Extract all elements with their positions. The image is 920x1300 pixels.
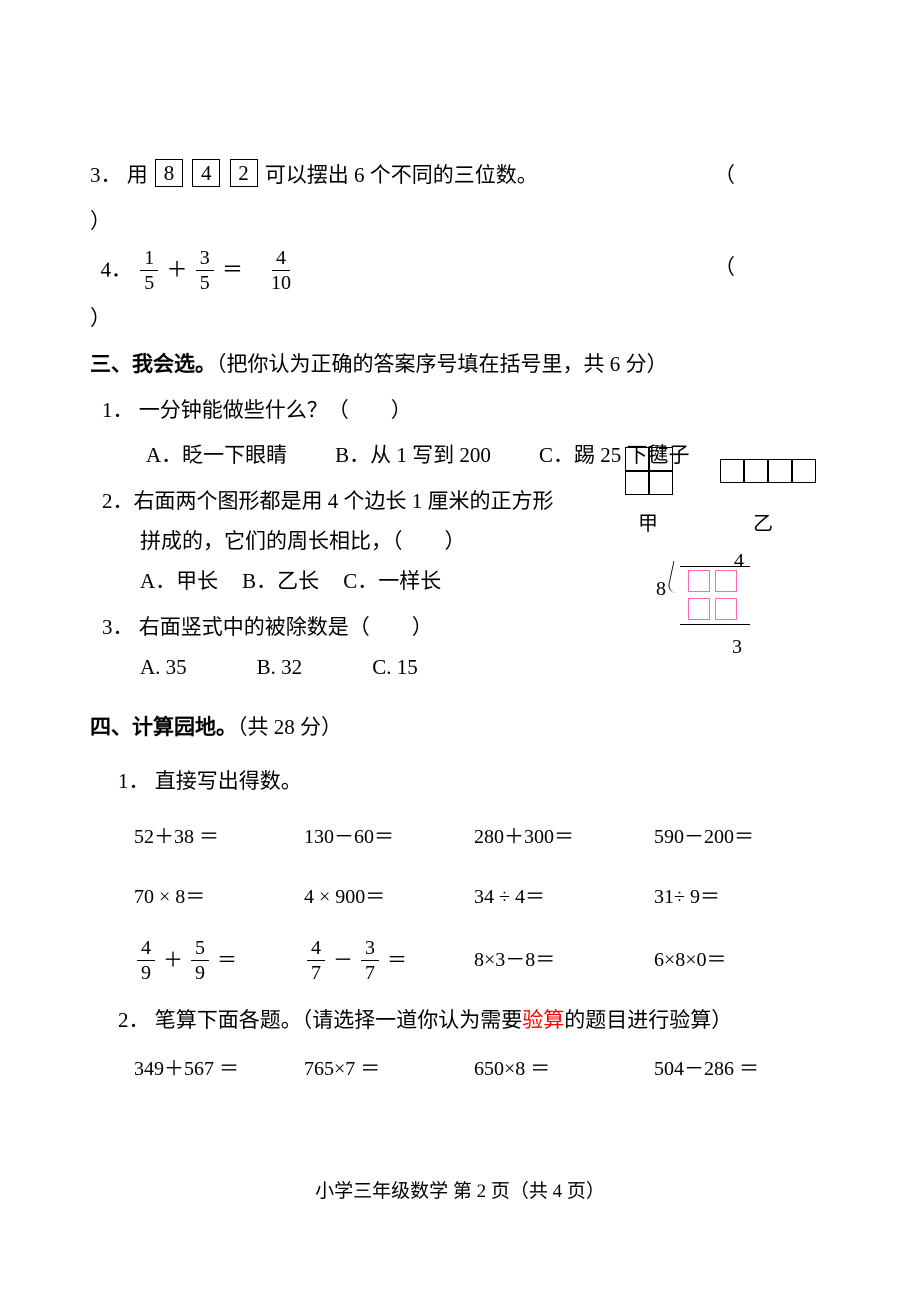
s4-sub2-pre: 笔算下面各题。（请选择一道你认为需要 bbox=[155, 1008, 523, 1032]
s3-q2-optC: C．一样长 bbox=[343, 562, 441, 602]
q4-close-line: ） bbox=[90, 299, 830, 339]
s4-sub1-text: 直接写出得数。 bbox=[155, 769, 302, 793]
cell bbox=[720, 459, 744, 483]
calc-item: 765×7 ＝ bbox=[304, 1050, 474, 1088]
pink-box bbox=[715, 598, 737, 620]
s4-sub1-num: 1． bbox=[118, 769, 150, 793]
calc-item: 650×8 ＝ bbox=[474, 1050, 654, 1088]
q3-close-line: ） bbox=[90, 202, 830, 242]
s3-q2-line1: 右面两个图形都是用 4 个边长 1 厘米的正方形 bbox=[134, 489, 554, 513]
s3-q2-optB: B．乙长 bbox=[242, 562, 319, 602]
section3-note: （把你认为正确的答案序号填在括号里，共 6 分） bbox=[216, 352, 668, 376]
q4-op1: ＋ bbox=[167, 257, 188, 281]
calc-item: 52＋38 ＝ bbox=[134, 818, 304, 856]
tf-q3: 3． 用 8 4 2 可以摆出 6 个不同的三位数。 （ bbox=[90, 156, 830, 196]
s3-q1-optA: A．眨一下眼睛 bbox=[146, 436, 287, 476]
s3-q3-optB: B. 32 bbox=[257, 648, 303, 688]
frac: 37 bbox=[361, 938, 379, 983]
s4-sub1-header: 1． 直接写出得数。 bbox=[90, 762, 830, 802]
ld-remainder: 3 bbox=[732, 628, 742, 666]
s3-q3-optA: A. 35 bbox=[140, 648, 187, 688]
digit-box-3: 2 bbox=[230, 159, 258, 187]
section4-note: （共 28 分） bbox=[237, 715, 342, 739]
pink-box bbox=[688, 598, 710, 620]
q4-frac3: 4 10 bbox=[267, 248, 295, 293]
s4-sub2-num: 2． bbox=[118, 1008, 150, 1032]
section3-header: 三、我会选。（把你认为正确的答案序号填在括号里，共 6 分） bbox=[90, 345, 830, 385]
cell bbox=[649, 447, 673, 471]
label-jia: 甲 bbox=[638, 505, 658, 543]
page-footer: 小学三年级数学 第 2 页（共 4 页） bbox=[0, 1174, 920, 1210]
q3-num: 3． bbox=[90, 163, 122, 187]
s3-q2-num: 2． bbox=[102, 489, 134, 513]
calc-grid-2: 349＋567 ＝ 765×7 ＝ 650×8 ＝ 504－286 ＝ bbox=[134, 1050, 830, 1088]
s3-q2-line2: 拼成的，它们的周长相比，（ ） bbox=[90, 522, 830, 562]
shape-yi bbox=[720, 459, 816, 483]
q4-paren-close: ） bbox=[90, 306, 111, 330]
cell bbox=[792, 459, 816, 483]
q4-paren-open: （ bbox=[714, 248, 735, 288]
calc-item: 504－286 ＝ bbox=[654, 1050, 824, 1088]
tf-q4: 4． 1 5 ＋ 3 5 ＝ 4 10 （ bbox=[90, 248, 830, 293]
s3-q3-optC: C. 15 bbox=[372, 648, 418, 688]
cell bbox=[625, 447, 649, 471]
pink-box bbox=[715, 570, 737, 592]
s3-q1-text: 一分钟能做些什么？（ ） bbox=[139, 398, 412, 422]
q3-paren-open: （ bbox=[714, 156, 735, 196]
section4-title: 四、计算园地。 bbox=[90, 716, 237, 739]
section3-title: 三、我会选。 bbox=[90, 353, 216, 376]
s4-sub2-red: 验算 bbox=[522, 1008, 564, 1032]
calc-item: 4 × 900＝ bbox=[304, 878, 474, 916]
q4-num-text: 4． bbox=[101, 257, 133, 281]
calc-grid-1: 52＋38 ＝ 130－60＝ 280＋300＝ 590－200＝ 70 × 8… bbox=[134, 818, 830, 983]
ld-hr bbox=[680, 624, 750, 625]
digit-box-1: 8 bbox=[155, 159, 183, 187]
q3-prefix: 用 bbox=[127, 163, 148, 187]
q3-suffix: 可以摆出 6 个不同的三位数。 bbox=[265, 163, 538, 187]
calc-item: 349＋567 ＝ bbox=[134, 1050, 304, 1088]
calc-frac-item: 49 ＋ 59 ＝ bbox=[134, 938, 304, 983]
s4-sub2-post: 的题目进行验算） bbox=[564, 1008, 732, 1032]
calc-item: 6×8×0＝ bbox=[654, 941, 824, 979]
s3-q1: 1． 一分钟能做些什么？（ ） bbox=[90, 391, 830, 431]
s3-q3-text: 右面竖式中的被除数是（ ） bbox=[139, 615, 433, 639]
cell bbox=[744, 459, 768, 483]
frac: 47 bbox=[307, 938, 325, 983]
cell bbox=[768, 459, 792, 483]
s3-q2-optA: A．甲长 bbox=[140, 562, 218, 602]
calc-item: 70 × 8＝ bbox=[134, 878, 304, 916]
q4-frac1: 1 5 bbox=[140, 248, 158, 293]
label-yi: 乙 bbox=[753, 505, 773, 543]
q4-frac2: 3 5 bbox=[196, 248, 214, 293]
calc-item: 8×3－8＝ bbox=[474, 941, 654, 979]
section4-header: 四、计算园地。（共 28 分） bbox=[90, 708, 830, 748]
s4-sub2-header: 2． 笔算下面各题。（请选择一道你认为需要验算的题目进行验算） bbox=[90, 1001, 830, 1041]
frac: 59 bbox=[191, 938, 209, 983]
s3-q3-options: A. 35 B. 32 C. 15 bbox=[140, 648, 830, 688]
cell bbox=[649, 471, 673, 495]
calc-frac-item: 47 － 37 ＝ bbox=[304, 938, 474, 983]
calc-item: 34 ÷ 4＝ bbox=[474, 878, 654, 916]
s3-q3-num: 3． bbox=[102, 615, 134, 639]
s3-q1-optB: B．从 1 写到 200 bbox=[335, 436, 491, 476]
q4-eq: ＝ bbox=[222, 257, 243, 281]
calc-item: 590－200＝ bbox=[654, 818, 824, 856]
q4-num bbox=[90, 257, 95, 281]
ld-divisor: 8 bbox=[656, 570, 666, 608]
cell bbox=[625, 471, 649, 495]
s3-q1-num: 1． bbox=[90, 398, 134, 422]
digit-box-2: 4 bbox=[192, 159, 220, 187]
pink-box bbox=[688, 570, 710, 592]
frac: 49 bbox=[137, 938, 155, 983]
calc-item: 31÷ 9＝ bbox=[654, 878, 824, 916]
ld-row2 bbox=[688, 598, 737, 620]
ld-row1 bbox=[688, 570, 737, 592]
calc-item: 280＋300＝ bbox=[474, 818, 654, 856]
q3-paren-close: ） bbox=[90, 209, 111, 233]
shape-jia bbox=[625, 447, 673, 495]
calc-item: 130－60＝ bbox=[304, 818, 474, 856]
